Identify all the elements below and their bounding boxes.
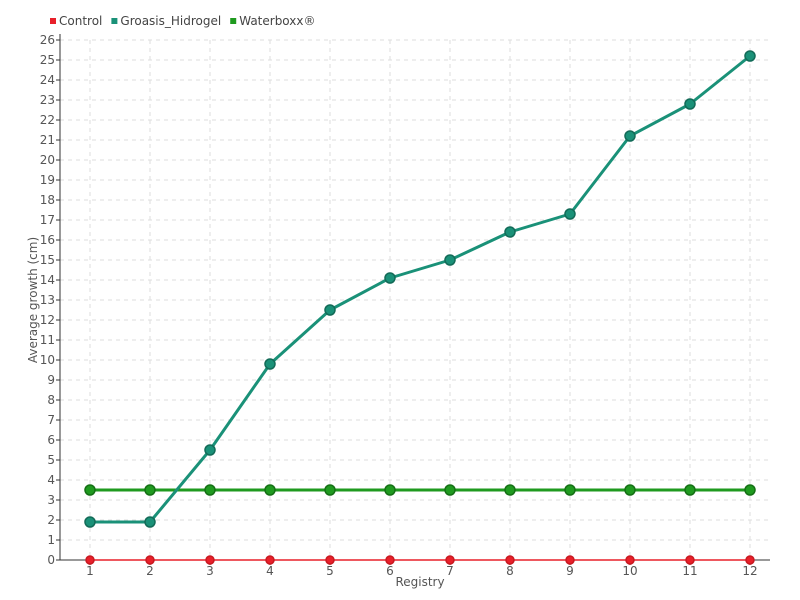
legend-swatch: [230, 18, 237, 24]
series-line-groasis-hidrogel: [90, 54, 751, 524]
y-tick-label: 0: [47, 553, 55, 567]
data-point-waterboxx[interactable]: [264, 484, 276, 496]
data-point-groasis-hidrogel[interactable]: [264, 358, 276, 370]
legend-item-waterboxx[interactable]: Waterboxx®: [230, 14, 315, 28]
y-tick-label: 15: [40, 253, 55, 267]
y-tick-label: 16: [40, 233, 55, 247]
axes: [59, 34, 770, 561]
x-tick-label: 1: [86, 564, 94, 578]
series-groasis-hidrogel: [84, 50, 756, 528]
y-tick-label: 5: [47, 453, 55, 467]
data-point-groasis-hidrogel[interactable]: [84, 516, 96, 528]
data-point-groasis-hidrogel[interactable]: [504, 226, 516, 238]
y-tick-label: 8: [47, 393, 55, 407]
data-point-control[interactable]: [565, 555, 575, 565]
y-tick-label: 23: [40, 93, 55, 107]
y-tick-label: 13: [40, 293, 55, 307]
data-point-control[interactable]: [85, 555, 95, 565]
x-tick-label: 9: [566, 564, 574, 578]
y-tick-label: 25: [40, 53, 55, 67]
data-point-waterboxx[interactable]: [144, 484, 156, 496]
series-control: [85, 555, 755, 565]
x-tick-label: 2: [146, 564, 154, 578]
y-tick-label: 22: [40, 113, 55, 127]
y-tick-label: 14: [40, 273, 55, 287]
data-point-waterboxx[interactable]: [444, 484, 456, 496]
data-point-waterboxx[interactable]: [684, 484, 696, 496]
x-tick-label: 3: [206, 564, 214, 578]
data-point-groasis-hidrogel[interactable]: [444, 254, 456, 266]
y-tick-label: 11: [40, 333, 55, 347]
data-point-control[interactable]: [385, 555, 395, 565]
y-tick-label: 3: [47, 493, 55, 507]
series-waterboxx: [84, 484, 756, 496]
legend-label: Waterboxx®: [239, 14, 315, 28]
legend-item-control[interactable]: Control: [50, 14, 102, 28]
y-tick-label: 1: [47, 533, 55, 547]
y-tick-label: 12: [40, 313, 55, 327]
data-point-control[interactable]: [685, 555, 695, 565]
data-point-waterboxx[interactable]: [504, 484, 516, 496]
y-tick-label: 2: [47, 513, 55, 527]
y-tick-label: 7: [47, 413, 55, 427]
x-tick-label: 4: [266, 564, 274, 578]
y-tick-label: 20: [40, 153, 55, 167]
legend-label: Groasis_Hidrogel: [120, 14, 221, 28]
x-axis-title: Registry: [395, 575, 444, 589]
data-point-groasis-hidrogel[interactable]: [744, 50, 756, 62]
x-tick-label: 11: [682, 564, 697, 578]
data-point-waterboxx[interactable]: [624, 484, 636, 496]
data-point-waterboxx[interactable]: [324, 484, 336, 496]
data-point-control[interactable]: [205, 555, 215, 565]
y-tick-label: 9: [47, 373, 55, 387]
x-tick-label: 10: [622, 564, 637, 578]
legend-item-groasis-hidrogel[interactable]: Groasis_Hidrogel: [111, 14, 221, 28]
data-point-waterboxx[interactable]: [384, 484, 396, 496]
y-tick-label: 19: [40, 173, 55, 187]
y-tick-labels: 0123456789101112131415161718192021222324…: [40, 33, 60, 567]
legend-swatch: [111, 18, 118, 24]
data-point-control[interactable]: [265, 555, 275, 565]
grid-lines: [60, 39, 770, 560]
data-point-groasis-hidrogel[interactable]: [324, 304, 336, 316]
legend: Control Groasis_Hidrogel Waterboxx®: [50, 14, 315, 28]
data-point-control[interactable]: [505, 555, 515, 565]
x-tick-label: 8: [506, 564, 514, 578]
x-tick-label: 5: [326, 564, 334, 578]
x-tick-label: 7: [446, 564, 454, 578]
data-point-control[interactable]: [445, 555, 455, 565]
data-point-waterboxx[interactable]: [744, 484, 756, 496]
y-axis-title: Average growth (cm): [26, 237, 40, 363]
data-point-waterboxx[interactable]: [564, 484, 576, 496]
data-point-control[interactable]: [145, 555, 155, 565]
data-point-control[interactable]: [625, 555, 635, 565]
legend-label: Control: [59, 14, 102, 28]
x-tick-label: 6: [386, 564, 394, 578]
data-point-groasis-hidrogel[interactable]: [684, 98, 696, 110]
data-point-control[interactable]: [325, 555, 335, 565]
series-group: [84, 50, 756, 565]
y-tick-label: 21: [40, 133, 55, 147]
legend-swatch: [50, 18, 56, 24]
data-point-groasis-hidrogel[interactable]: [384, 272, 396, 284]
data-point-groasis-hidrogel[interactable]: [624, 130, 636, 142]
y-tick-label: 26: [40, 33, 55, 47]
data-point-control[interactable]: [745, 555, 755, 565]
y-tick-label: 10: [40, 353, 55, 367]
y-tick-label: 6: [47, 433, 55, 447]
y-tick-label: 24: [40, 73, 55, 87]
data-point-waterboxx[interactable]: [204, 484, 216, 496]
data-point-groasis-hidrogel[interactable]: [204, 444, 216, 456]
data-point-waterboxx[interactable]: [84, 484, 96, 496]
x-tick-label: 12: [742, 564, 757, 578]
y-tick-label: 18: [40, 193, 55, 207]
x-tick-labels: 1 2 3 4 5 6 7 8 9 10 11 12: [86, 560, 758, 578]
data-point-groasis-hidrogel[interactable]: [564, 208, 576, 220]
data-point-groasis-hidrogel[interactable]: [144, 516, 156, 528]
y-tick-label: 17: [40, 213, 55, 227]
y-tick-label: 4: [47, 473, 55, 487]
